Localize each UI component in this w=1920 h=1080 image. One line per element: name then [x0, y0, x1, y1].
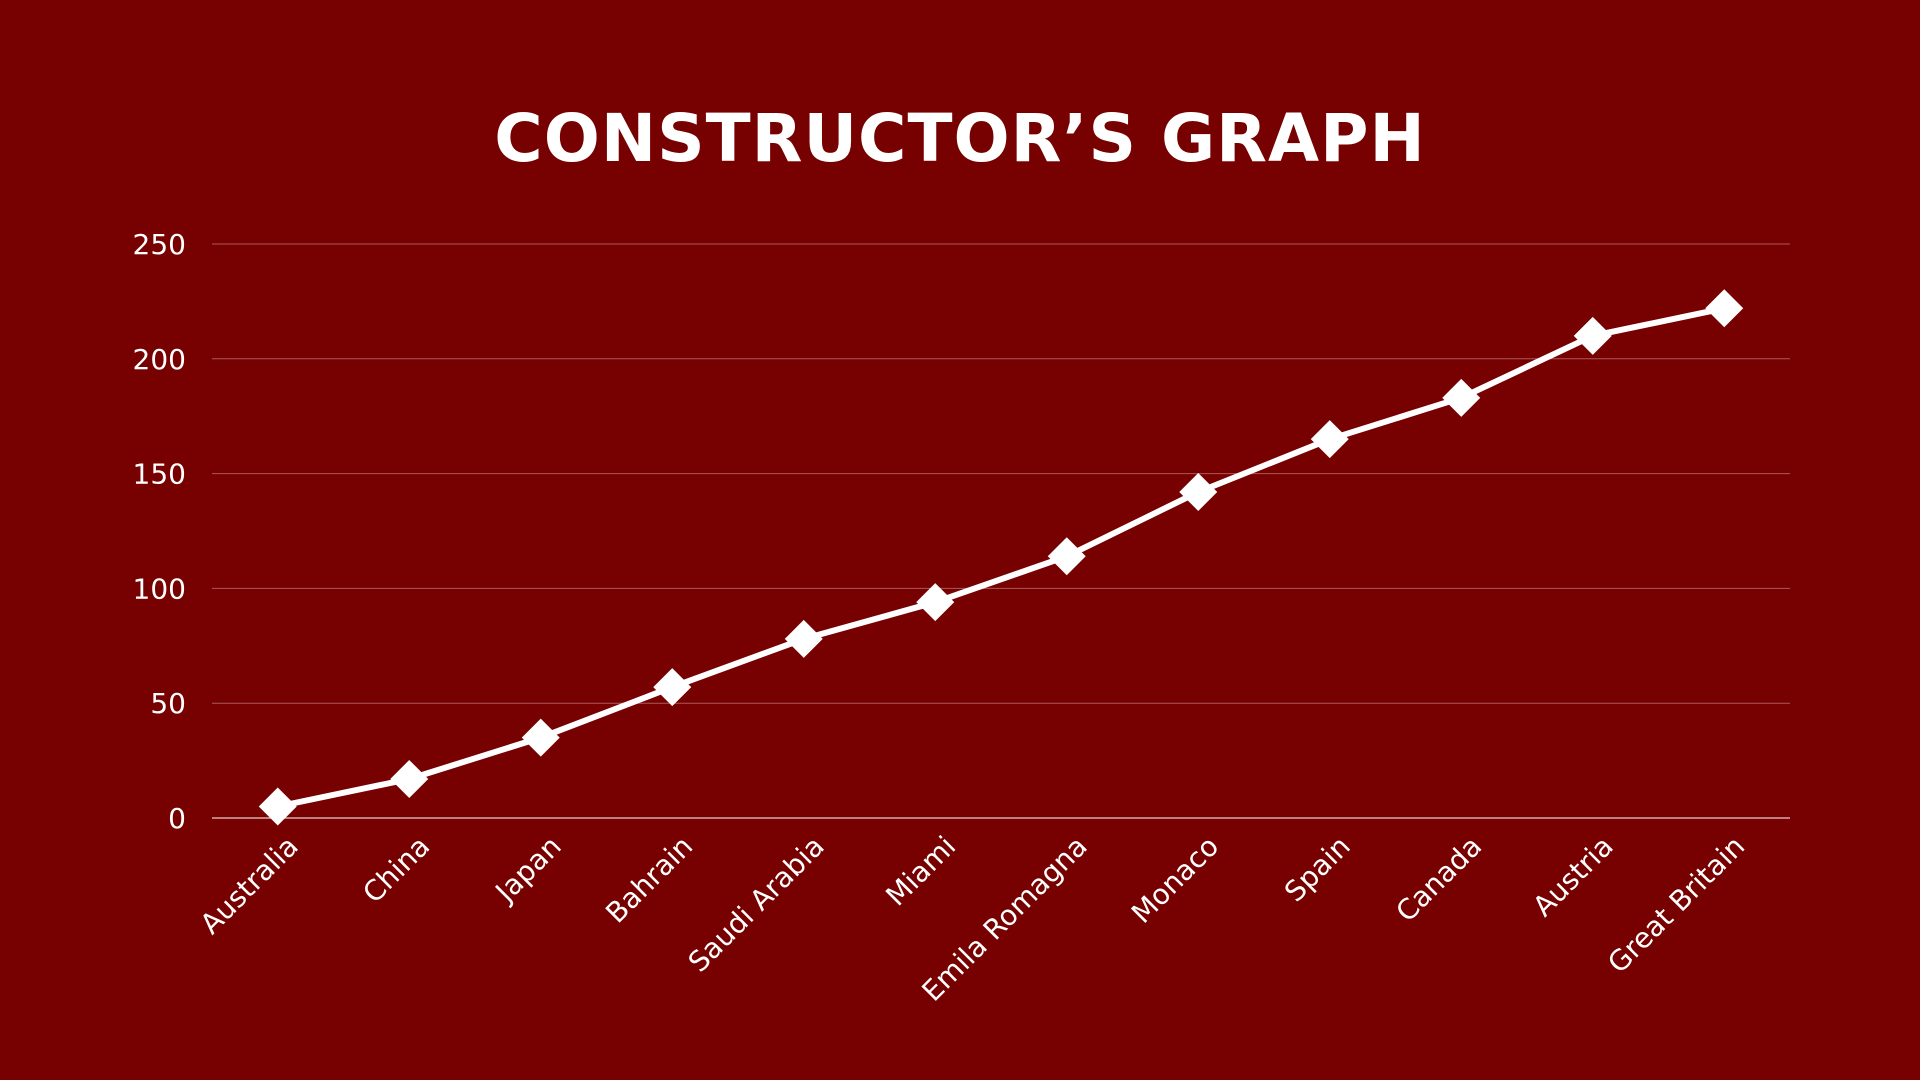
y-tick-label: 50 [150, 687, 186, 720]
x-tick-label: Miami [879, 830, 962, 913]
x-tick-label: Canada [1390, 830, 1489, 929]
x-tick-label: Japan [488, 830, 568, 910]
y-tick-label: 0 [168, 802, 186, 835]
data-point-marker [1573, 316, 1612, 355]
data-point-marker [258, 787, 297, 826]
y-tick-label: 100 [133, 572, 186, 605]
data-point-marker [390, 759, 429, 798]
data-point-marker [916, 583, 955, 622]
y-tick-label: 150 [133, 458, 186, 491]
x-tick-label: Australia [194, 830, 305, 941]
x-tick-label: Spain [1278, 830, 1357, 909]
data-point-marker [1179, 472, 1218, 511]
data-point-marker [653, 668, 692, 707]
x-tick-label: Monaco [1125, 830, 1225, 930]
data-point-marker [521, 718, 560, 757]
x-tick-label: Bahrain [599, 830, 699, 930]
x-tick-label: Austria [1526, 830, 1619, 923]
data-point-marker [1442, 378, 1481, 417]
data-point-marker [784, 619, 823, 658]
y-tick-label: 200 [133, 343, 186, 376]
chart-title: CONSTRUCTOR’S GRAPH [494, 100, 1426, 177]
series-line [274, 305, 1728, 810]
y-tick-label: 250 [133, 228, 186, 261]
data-point-marker [1047, 537, 1086, 576]
x-tick-label: Great Britain [1601, 830, 1751, 980]
x-tick-label: China [356, 830, 436, 910]
data-point-marker [1310, 420, 1349, 459]
x-tick-label: Saudi Arabia [682, 830, 831, 979]
data-point-marker [1705, 289, 1744, 328]
